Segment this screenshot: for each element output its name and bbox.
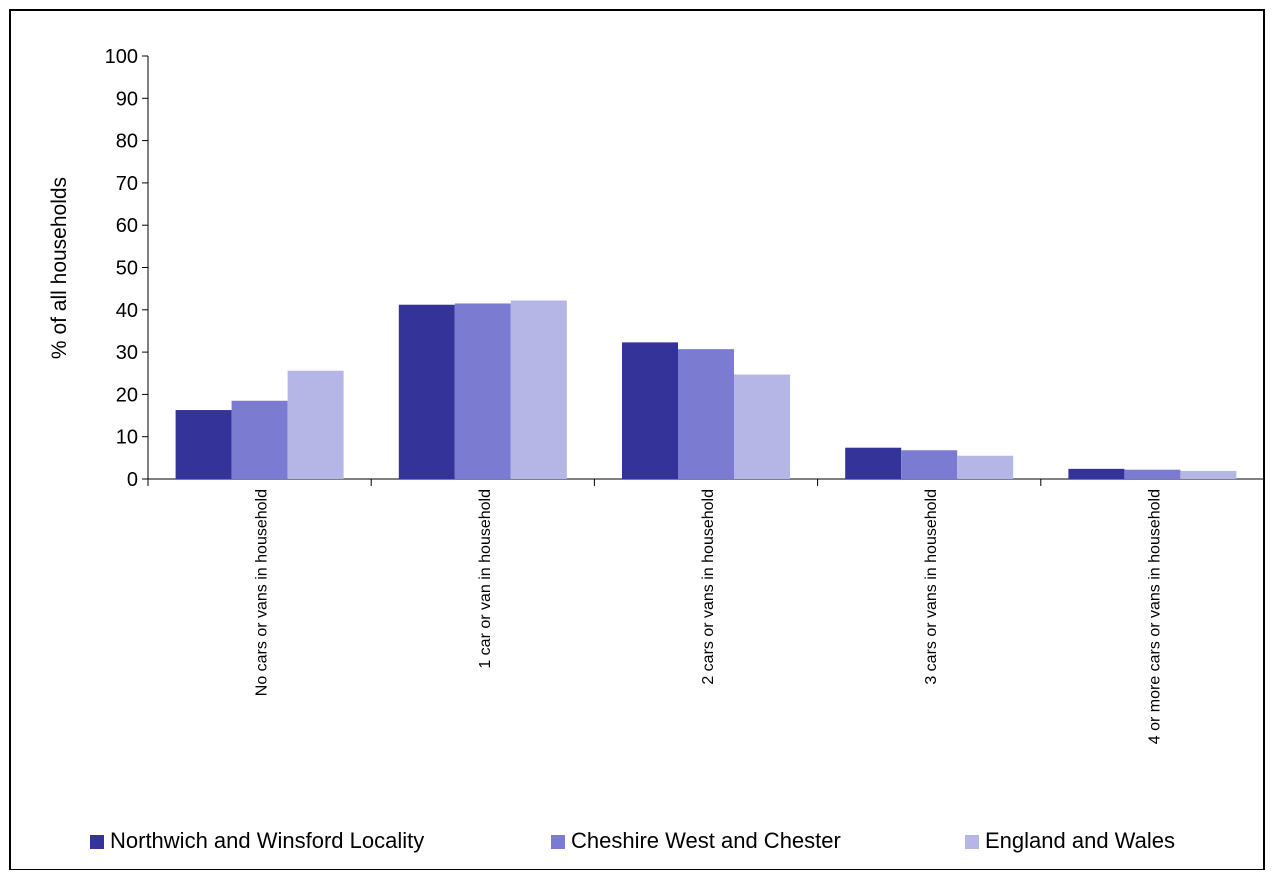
legend-swatch: [551, 835, 565, 849]
category-label: 2 cars or vans in household: [700, 489, 717, 685]
bar-2-2: [454, 303, 511, 479]
category-label: No cars or vans in household: [254, 489, 271, 696]
y-tick-label: 50: [116, 258, 138, 280]
category-label: 1 car or van in household: [477, 489, 494, 669]
bar-1-3: [622, 342, 678, 479]
bar-3-3: [734, 374, 790, 479]
bar-1-2: [398, 304, 455, 479]
bar-1-5: [1068, 468, 1125, 479]
legend: Northwich and Winsford Locality Cheshire …: [90, 828, 1175, 853]
y-tick-label: 100: [105, 46, 138, 68]
legend-label: England and Wales: [985, 828, 1175, 853]
bar-2-1: [231, 400, 288, 479]
y-tick-label: 40: [116, 300, 138, 322]
y-tick-label: 60: [116, 215, 138, 237]
legend-swatch: [965, 835, 979, 849]
y-axis-label: % of all households: [48, 177, 71, 359]
y-tick-label: 20: [116, 384, 138, 406]
bar-2-4: [901, 450, 958, 479]
bar-1-4: [845, 447, 902, 479]
legend-label: Cheshire West and Chester: [571, 828, 841, 853]
plot-area: 0 10 20 30 40 50 60 70 80 90 100 No cars or vans in…: [105, 46, 1265, 744]
bar-3-4: [957, 455, 1014, 479]
bar-2-3: [678, 349, 734, 479]
bar-3-1: [287, 370, 344, 479]
y-tick-label: 90: [116, 88, 138, 110]
bar-2-5: [1124, 469, 1181, 479]
legend-label: Northwich and Winsford Locality: [110, 828, 424, 853]
legend-swatch: [90, 835, 104, 849]
y-tick-label: 80: [116, 131, 138, 153]
y-tick-label: 30: [116, 342, 138, 364]
y-tick-label: 70: [116, 173, 138, 195]
y-tick-label: 0: [127, 469, 138, 491]
bar-3-5: [1180, 470, 1237, 479]
bar-1-1: [175, 410, 232, 479]
y-tick-label: 10: [116, 427, 138, 449]
category-label: 3 cars or vans in household: [923, 489, 940, 685]
category-label: 4 or more cars or vans in household: [1146, 489, 1163, 744]
bar-3-2: [510, 300, 567, 479]
